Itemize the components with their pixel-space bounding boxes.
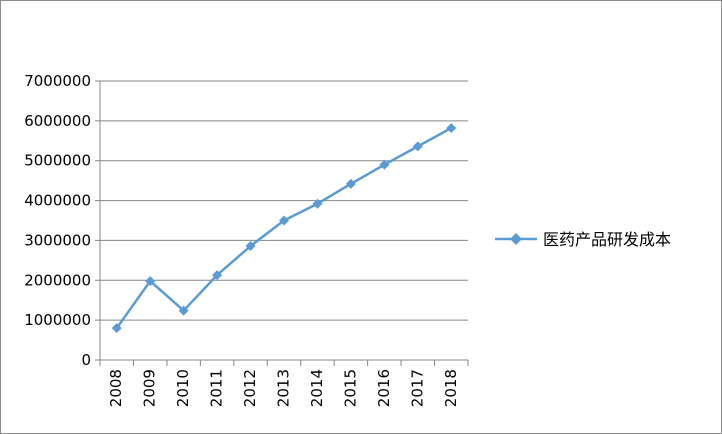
legend-diamond-marker bbox=[510, 233, 522, 245]
x-tick-label: 2017 bbox=[408, 369, 426, 407]
x-tick-label: 2010 bbox=[174, 369, 192, 407]
x-tick-label: 2013 bbox=[275, 369, 293, 407]
y-tick-label: 7000000 bbox=[24, 72, 91, 90]
y-tick-label: 2000000 bbox=[24, 271, 91, 289]
x-tick-label: 2008 bbox=[107, 369, 125, 407]
series-lines bbox=[115, 126, 452, 329]
axes bbox=[95, 80, 469, 366]
data-point-marker bbox=[279, 215, 289, 226]
series-line bbox=[115, 126, 452, 329]
legend-label: 医药产品研发成本 bbox=[543, 230, 671, 249]
x-tick-label: 2018 bbox=[442, 369, 460, 407]
x-tick-label: 2012 bbox=[241, 369, 259, 407]
data-point-marker bbox=[345, 178, 356, 189]
data-point-marker bbox=[379, 159, 390, 170]
legend: 医药产品研发成本 bbox=[495, 230, 671, 249]
data-point-marker bbox=[312, 198, 323, 209]
y-tick-label: 3000000 bbox=[24, 231, 91, 249]
x-tick-label: 2011 bbox=[208, 369, 226, 407]
data-point-marker bbox=[145, 276, 156, 287]
x-axis-tick-labels: 2008 2009 2010 2011 2012 2013 2014 2015 2016 2017… bbox=[107, 369, 460, 407]
x-tick-label: 2015 bbox=[341, 369, 359, 407]
data-point-marker bbox=[245, 241, 256, 252]
x-tick-label: 2016 bbox=[375, 369, 393, 407]
gridlines bbox=[100, 80, 468, 321]
y-tick-label: 1000000 bbox=[24, 311, 91, 329]
data-point-marker bbox=[446, 123, 457, 134]
x-tick-label: 2009 bbox=[141, 369, 159, 407]
y-tick-label: 4000000 bbox=[24, 192, 91, 210]
data-markers bbox=[111, 123, 457, 334]
data-point-marker bbox=[111, 323, 122, 334]
y-axis-tick-labels: 0 1000000 2000000 3000000 4000000 5000000 6000… bbox=[24, 72, 91, 369]
y-tick-label: 6000000 bbox=[24, 112, 91, 130]
data-point-marker bbox=[412, 141, 423, 152]
y-tick-label: 5000000 bbox=[24, 152, 91, 170]
x-tick-label: 2014 bbox=[308, 369, 326, 407]
data-point-marker bbox=[178, 305, 189, 316]
y-tick-label: 0 bbox=[81, 351, 91, 369]
data-point-marker bbox=[212, 270, 223, 281]
